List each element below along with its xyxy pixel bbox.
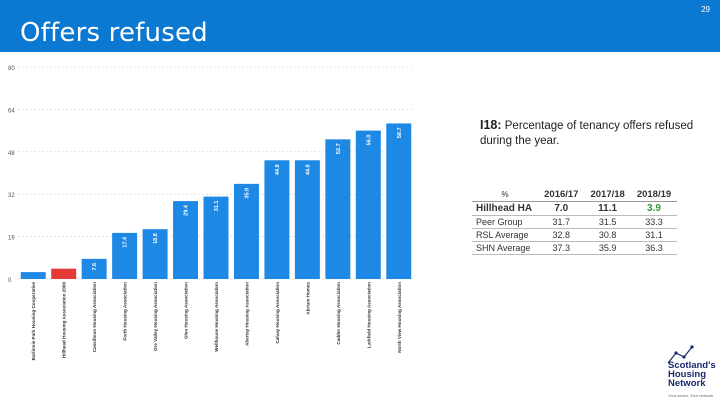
y-tick-label: 32 bbox=[8, 193, 15, 199]
cell-value: 3.9 bbox=[630, 201, 678, 216]
bar bbox=[173, 201, 199, 279]
table-header-row: % 2016/17 2017/18 2018/19 bbox=[472, 188, 678, 202]
cell-value: 37.3 bbox=[538, 241, 585, 255]
table-row: Peer Group 31.7 31.5 33.3 bbox=[472, 215, 678, 229]
x-category-label: North View Housing Association bbox=[397, 282, 402, 353]
row-label: Hillhead HA bbox=[472, 201, 539, 216]
house-network-icon bbox=[667, 345, 694, 364]
cell-value: 32.8 bbox=[538, 228, 585, 242]
bar-value-label: 31.1 bbox=[214, 201, 220, 212]
row-label: SHN Average bbox=[472, 241, 539, 255]
y-tick-label: 80 bbox=[8, 66, 15, 72]
x-category-label: Cadder Housing Association bbox=[336, 282, 341, 345]
bar bbox=[20, 272, 46, 279]
unit-header: % bbox=[472, 188, 539, 202]
x-category-label: Calvay Housing Association bbox=[275, 282, 280, 344]
x-category-label: Barlinnie Park Housing Cooperative bbox=[31, 282, 36, 361]
bar bbox=[81, 258, 107, 279]
metric-code: I18: bbox=[480, 118, 502, 132]
bar-value-label: 52.7 bbox=[336, 143, 342, 154]
bar-value-label: 7.6 bbox=[92, 263, 98, 271]
bar bbox=[142, 229, 168, 279]
x-category-label: Larkfield Housing Association bbox=[366, 282, 371, 348]
x-category-label: Forth Housing Association bbox=[123, 282, 128, 341]
logo-tagline: Your sector, Your network bbox=[668, 393, 714, 398]
bar-value-label: 56.0 bbox=[366, 135, 372, 146]
bar-value-label: 17.4 bbox=[123, 236, 129, 248]
x-category-label: Hillhead Housing Association 2000 bbox=[62, 282, 67, 359]
logo-line: Housing bbox=[668, 369, 706, 380]
bar-value-label: 44.8 bbox=[305, 164, 311, 175]
metric-text: Percentage of tenancy offers refused dur… bbox=[480, 120, 694, 147]
bar-value-label: 29.4 bbox=[184, 204, 190, 216]
header-bar: Offers refused 29 bbox=[0, 0, 720, 52]
shn-logo: Scotland's Housing Network Your sector, … bbox=[660, 345, 720, 403]
y-tick-label: 64 bbox=[8, 108, 15, 114]
row-label: Peer Group bbox=[472, 215, 539, 229]
x-category-label: Wellhouse Housing Association bbox=[214, 282, 219, 352]
cell-value: 35.9 bbox=[584, 241, 631, 255]
bar bbox=[386, 123, 412, 279]
y-tick-label: 0 bbox=[8, 278, 12, 284]
x-category-label: Abrium Homes bbox=[305, 282, 310, 315]
logo-line: Scotland's bbox=[668, 360, 716, 371]
bar-value-label: 44.8 bbox=[275, 164, 281, 175]
y-tick-label: 16 bbox=[8, 236, 15, 242]
year-header: 2018/19 bbox=[630, 188, 678, 202]
bar bbox=[203, 196, 229, 279]
year-header: 2016/17 bbox=[538, 188, 585, 202]
cell-value: 31.5 bbox=[584, 215, 631, 229]
x-category-label: Glen Housing Association bbox=[184, 282, 189, 339]
bar-value-label: 18.8 bbox=[153, 233, 159, 244]
bar bbox=[294, 160, 320, 279]
metric-description: I18: Percentage of tenancy offers refuse… bbox=[480, 118, 710, 149]
x-category-label: Cassiltoun Housing Association bbox=[92, 282, 97, 352]
year-header: 2017/18 bbox=[584, 188, 631, 202]
x-category-label: Ore Valley Housing Association bbox=[153, 282, 158, 351]
table-row: Hillhead HA 7.0 11.1 3.9 bbox=[472, 201, 678, 216]
bar bbox=[355, 130, 381, 279]
x-category-label: Abertay Housing Association bbox=[244, 282, 249, 346]
cell-value: 30.8 bbox=[584, 228, 631, 242]
bar bbox=[325, 139, 351, 279]
y-tick-label: 48 bbox=[8, 151, 15, 157]
metric-table: % 2016/17 2017/18 2018/19 Hillhead HA 7.… bbox=[472, 188, 678, 255]
bar bbox=[112, 232, 138, 279]
bar bbox=[264, 160, 290, 279]
cell-value: 33.3 bbox=[630, 215, 678, 229]
cell-value: 36.3 bbox=[630, 241, 678, 255]
bar bbox=[51, 268, 77, 279]
table-row: RSL Average 32.8 30.8 31.1 bbox=[472, 228, 678, 242]
row-label: RSL Average bbox=[472, 228, 539, 242]
page-title: Offers refused bbox=[20, 18, 208, 48]
cell-value: 31.7 bbox=[538, 215, 585, 229]
cell-value: 11.1 bbox=[584, 201, 631, 216]
cell-value: 31.1 bbox=[630, 228, 678, 242]
table-row: SHN Average 37.3 35.9 36.3 bbox=[472, 241, 678, 255]
bar-value-label: 35.9 bbox=[244, 188, 250, 199]
bar-value-label: 58.7 bbox=[397, 127, 403, 138]
bar-chart: 0 16 32 48 64 80 Barlinnie Park Housing Cooper… bbox=[8, 66, 414, 361]
cell-value: 7.0 bbox=[538, 201, 585, 216]
bar bbox=[233, 183, 259, 279]
logo-line: Network bbox=[668, 378, 706, 389]
page-number: 29 bbox=[701, 5, 710, 14]
